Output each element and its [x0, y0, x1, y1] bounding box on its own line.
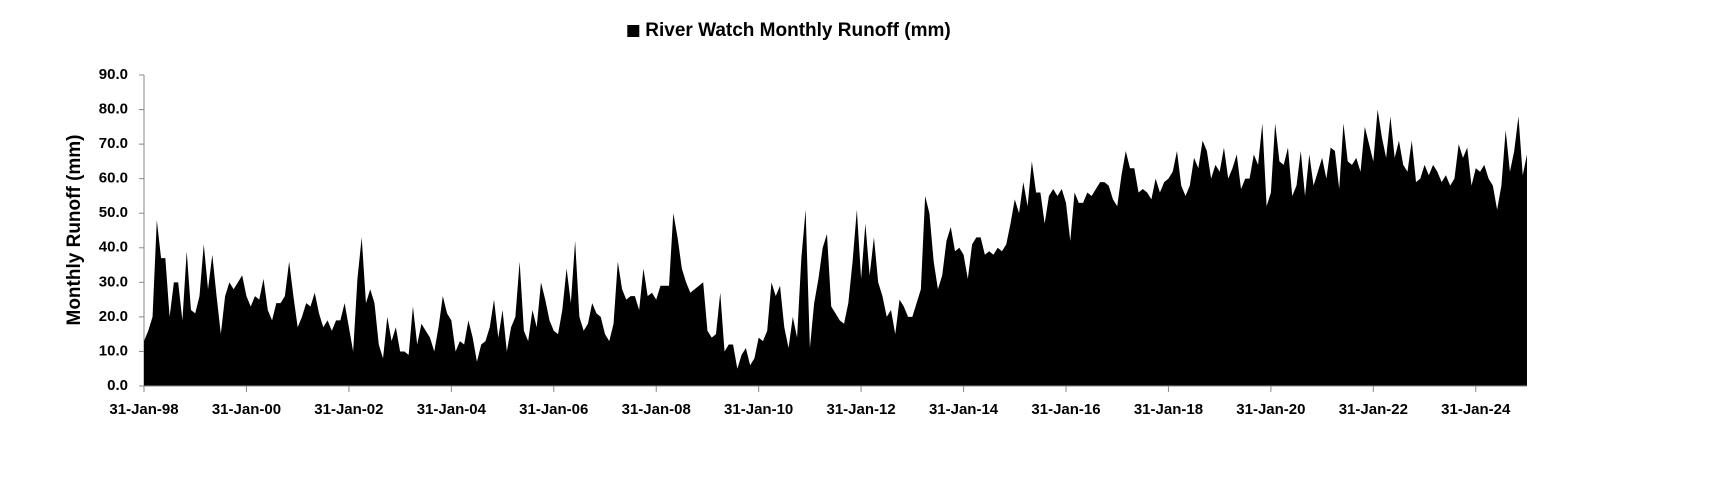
- x-tick-label: 31-Jan-08: [622, 401, 691, 418]
- y-tick-label: 20.0: [99, 308, 128, 325]
- y-tick-label: 10.0: [99, 342, 128, 359]
- legend-label: River Watch Monthly Runoff (mm): [645, 20, 950, 41]
- x-tick-label: 31-Jan-24: [1441, 401, 1511, 418]
- x-tick-label: 31-Jan-00: [212, 401, 281, 418]
- x-tick-label: 31-Jan-06: [519, 401, 588, 418]
- x-tick-label: 31-Jan-10: [724, 401, 793, 418]
- x-tick-label: 31-Jan-12: [827, 401, 896, 418]
- x-tick-label: 31-Jan-98: [109, 401, 178, 418]
- x-tick-label: 31-Jan-14: [929, 401, 999, 418]
- legend-swatch: [627, 25, 640, 37]
- x-tick-label: 31-Jan-20: [1236, 401, 1305, 418]
- y-tick-label: 80.0: [99, 101, 128, 118]
- x-tick-label: 31-Jan-16: [1031, 401, 1100, 418]
- y-axis-label: Monthly Runoff (mm): [64, 134, 85, 325]
- y-tick-label: 70.0: [99, 135, 128, 152]
- y-tick-label: 50.0: [99, 204, 128, 221]
- x-tick-label: 31-Jan-02: [314, 401, 383, 418]
- x-tick-label: 31-Jan-18: [1134, 401, 1203, 418]
- y-tick-label: 40.0: [99, 239, 128, 256]
- x-tick-label: 31-Jan-22: [1339, 401, 1408, 418]
- y-tick-label: 90.0: [99, 66, 128, 83]
- y-tick-label: 0.0: [107, 377, 128, 394]
- area: [144, 109, 1527, 386]
- y-tick-label: 30.0: [99, 273, 128, 290]
- y-tick-label: 60.0: [99, 170, 128, 187]
- x-tick-label: 31-Jan-04: [417, 401, 487, 418]
